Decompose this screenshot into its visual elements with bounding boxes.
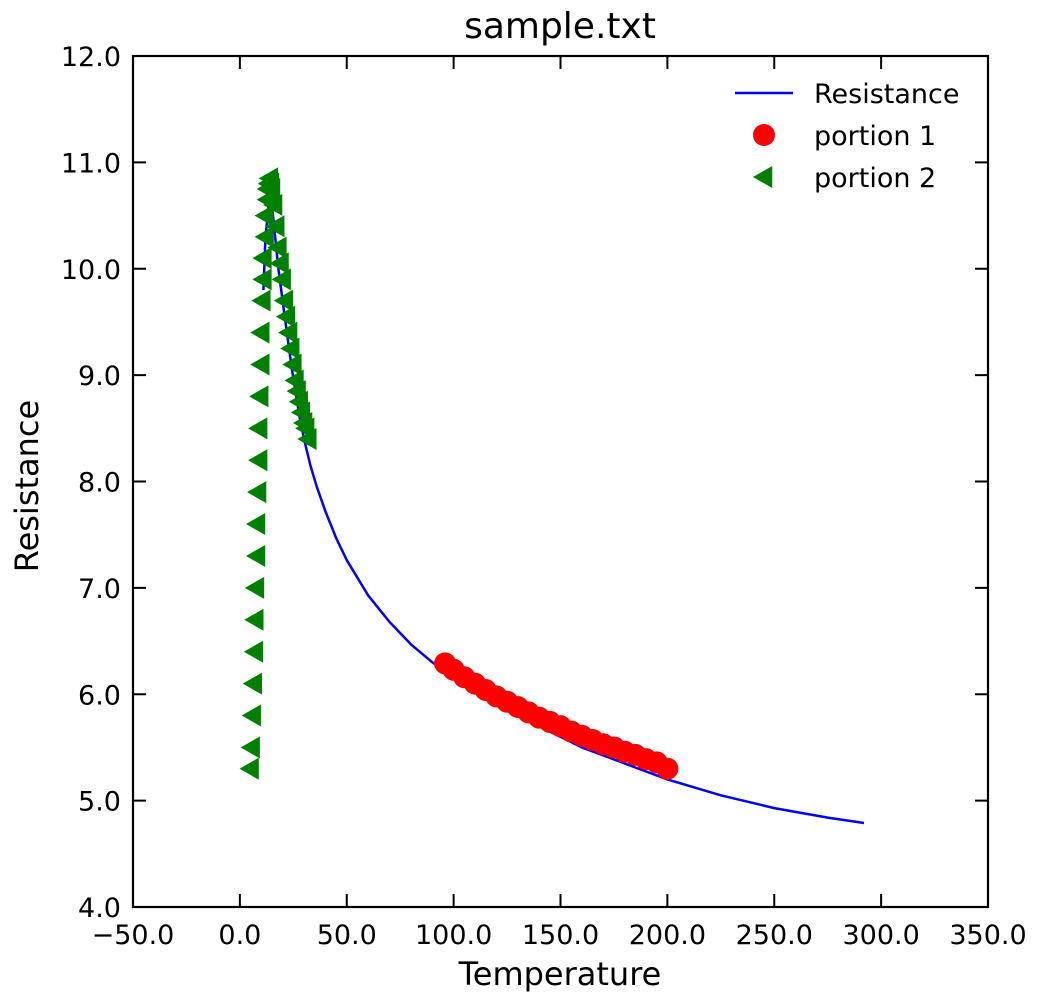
y-tick-label: 12.0 bbox=[61, 42, 121, 73]
portion-2-point bbox=[250, 353, 270, 376]
portion-2-point bbox=[244, 576, 265, 599]
x-tick-label: 100.0 bbox=[415, 920, 492, 951]
portion-2-point bbox=[248, 449, 268, 472]
portion-2-point bbox=[271, 268, 291, 291]
series-line-resistance bbox=[262, 193, 865, 825]
y-tick-label: 8.0 bbox=[78, 468, 121, 499]
portion-2-point bbox=[241, 704, 261, 727]
legend-label: portion 1 bbox=[814, 121, 936, 152]
x-tick-label: 150.0 bbox=[522, 920, 599, 951]
legend-label: Resistance bbox=[814, 79, 960, 110]
portion-2-point bbox=[240, 736, 260, 759]
chart-title: sample.txt bbox=[464, 6, 656, 47]
y-axis: 4.0 5.0 6.0 7.0 8.0 9.0 10.0 11.0 12.0 bbox=[61, 42, 988, 924]
portion-2-point bbox=[244, 608, 264, 631]
x-tick-label: 200.0 bbox=[629, 920, 706, 951]
portion-2-point bbox=[282, 353, 302, 376]
portion-2-point bbox=[254, 204, 274, 227]
portion-1-point bbox=[656, 757, 679, 780]
y-tick-label: 4.0 bbox=[78, 893, 121, 924]
x-tick-label: 50.0 bbox=[317, 920, 377, 951]
legend-swatch-portion-2 bbox=[753, 166, 773, 188]
x-tick-label: 350.0 bbox=[949, 920, 1026, 951]
portion-2-point bbox=[254, 225, 274, 248]
portion-2-point bbox=[243, 640, 264, 663]
portion-2-point bbox=[273, 289, 294, 312]
portion-2-point bbox=[265, 215, 285, 238]
portion-2-point bbox=[278, 321, 298, 344]
portion-2-point bbox=[242, 672, 263, 695]
x-axis-title: Temperature bbox=[458, 955, 662, 993]
y-tick-label: 7.0 bbox=[78, 574, 121, 605]
x-tick-label: 250.0 bbox=[736, 920, 813, 951]
portion-2-point bbox=[250, 321, 270, 344]
portion-2-point bbox=[275, 305, 296, 328]
portion-2-point bbox=[247, 481, 267, 504]
y-tick-label: 9.0 bbox=[78, 361, 121, 392]
y-tick-label: 5.0 bbox=[78, 787, 121, 818]
legend-swatch-portion-1 bbox=[753, 124, 775, 146]
legend: Resistance portion 1 portion 2 bbox=[735, 79, 960, 194]
portion-2-point bbox=[269, 252, 289, 275]
portion-2-point bbox=[260, 177, 281, 200]
portion-2-point bbox=[248, 417, 268, 440]
portion-2-point bbox=[267, 236, 287, 259]
legend-label: portion 2 bbox=[814, 163, 936, 194]
y-tick-label: 11.0 bbox=[61, 148, 121, 179]
x-axis: −50.0 0.0 50.0 100.0 150.0 200.0 250.0 300.0 350… bbox=[92, 56, 1027, 951]
x-tick-label: −50.0 bbox=[92, 920, 175, 951]
portion-2-point bbox=[251, 289, 271, 312]
portion-2-point bbox=[252, 268, 272, 291]
portion-2-point bbox=[263, 193, 283, 216]
portion-2-point bbox=[245, 513, 266, 536]
x-tick-label: 300.0 bbox=[842, 920, 919, 951]
y-tick-label: 10.0 bbox=[61, 255, 121, 286]
y-tick-label: 6.0 bbox=[78, 680, 121, 711]
portion-2-point bbox=[239, 757, 259, 780]
portion-2-point bbox=[280, 337, 300, 360]
portion-2-point bbox=[297, 427, 317, 450]
portion-2-point bbox=[245, 544, 266, 567]
y-axis-title: Resistance bbox=[8, 400, 46, 572]
portion-2-point bbox=[249, 385, 269, 408]
x-tick-label: 0.0 bbox=[218, 920, 261, 951]
portion-2-point bbox=[252, 247, 272, 270]
data-layer bbox=[239, 167, 865, 825]
